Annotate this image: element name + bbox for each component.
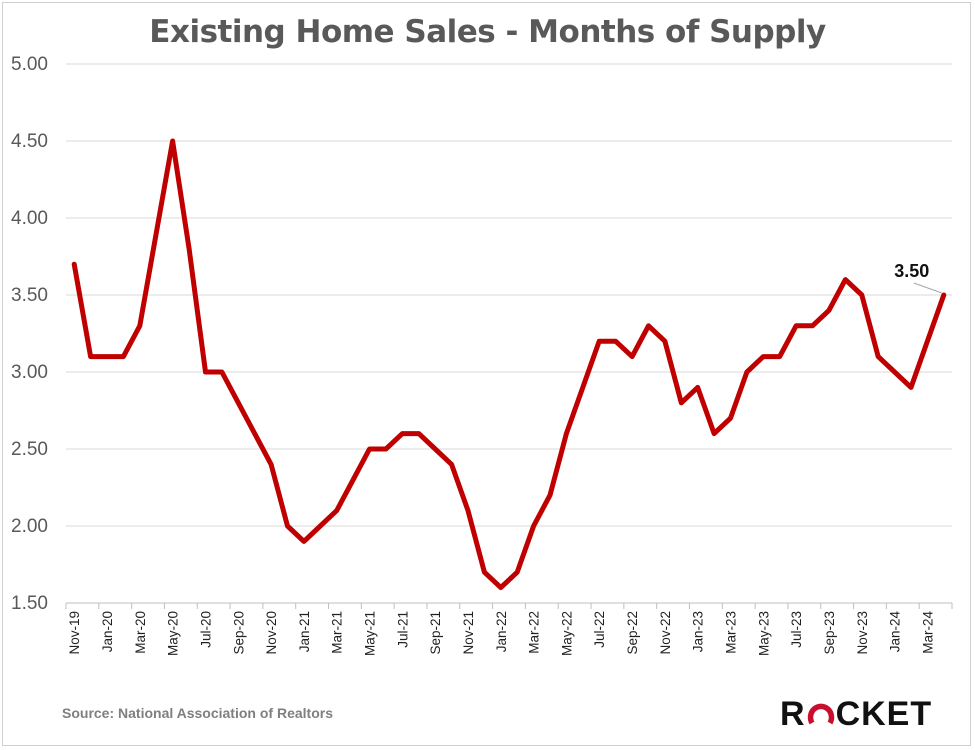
y-tick-label: 4.50: [11, 131, 48, 152]
y-axis: 1.50 2.00 2.50 3.00 3.50 4.00 4.50 5.00: [11, 54, 48, 614]
logo-text-left: R: [780, 694, 806, 733]
x-tick-label: Jan-20: [100, 611, 115, 652]
series-line: [71, 138, 947, 591]
annotations: 3.50: [894, 261, 942, 294]
y-tick-label: 1.50: [11, 593, 48, 614]
source-note: Source: National Association of Realtors: [62, 705, 333, 721]
y-tick-label: 3.50: [11, 285, 48, 306]
rocket-ring-icon: [807, 703, 834, 725]
x-tick-label: Sep-20: [231, 611, 246, 655]
x-tick-label: Jul-23: [789, 611, 804, 648]
x-tick-label: Jan-23: [691, 611, 706, 652]
x-tick-label: Mar-20: [133, 611, 148, 654]
x-tick-label: May-22: [559, 611, 574, 656]
logo-text-right: CKET: [835, 694, 933, 733]
y-tick-label: 5.00: [11, 54, 48, 75]
y-tick-label: 3.00: [11, 362, 48, 383]
x-tick-label: Nov-20: [264, 611, 279, 655]
x-tick-label: Jul-20: [198, 611, 213, 648]
x-tick-label: Jan-24: [888, 611, 903, 653]
x-tick-label: May-21: [363, 611, 378, 656]
y-tick-label: 2.50: [11, 439, 48, 460]
x-tick-label: Nov-19: [67, 611, 82, 655]
y-tick-label: 4.00: [11, 208, 48, 229]
x-tick-label: Mar-21: [330, 611, 345, 654]
x-tick-label: May-20: [166, 611, 181, 656]
chart-title: Existing Home Sales - Months of Supply: [149, 14, 826, 50]
gridlines: [66, 63, 952, 527]
x-tick-label: Mar-22: [527, 611, 542, 654]
x-tick-label: Mar-23: [724, 611, 739, 654]
x-tick-label: May-23: [756, 611, 771, 656]
x-tick-label: Sep-22: [625, 611, 640, 655]
x-tick-label: Jul-21: [395, 611, 410, 648]
data-label-leader: [913, 282, 942, 294]
x-axis: [65, 602, 953, 609]
x-tick-label: Nov-22: [658, 611, 673, 655]
x-tick-label: Sep-21: [428, 611, 443, 655]
rocket-logo: R CKET: [780, 694, 932, 734]
x-axis-labels: Nov-19 Jan-20 Mar-20 May-20 Jul-20 Sep-20 Nov-…: [67, 611, 935, 657]
y-tick-label: 2.00: [11, 516, 48, 537]
series: [71, 138, 947, 591]
x-tick-label: Jan-22: [494, 611, 509, 652]
x-tick-label: Mar-24: [920, 611, 935, 654]
x-tick-label: Jul-22: [592, 611, 607, 648]
x-tick-label: Jan-21: [297, 611, 312, 652]
x-tick-label: Nov-21: [461, 611, 476, 655]
data-label: 3.50: [894, 261, 929, 281]
x-tick-label: Nov-23: [855, 611, 870, 655]
x-tick-label: Sep-23: [822, 611, 837, 655]
